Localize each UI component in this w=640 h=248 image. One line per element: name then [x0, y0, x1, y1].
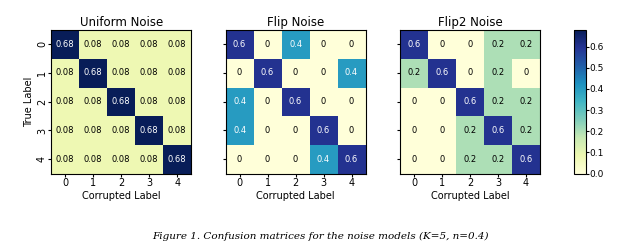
Text: 0.2: 0.2: [463, 155, 477, 164]
Text: 0.6: 0.6: [435, 68, 449, 77]
Text: 0.68: 0.68: [84, 68, 102, 77]
Text: 0.4: 0.4: [317, 155, 330, 164]
Text: 0: 0: [412, 97, 417, 106]
Text: 0.4: 0.4: [233, 126, 246, 135]
Title: Flip Noise: Flip Noise: [267, 16, 324, 29]
Text: 0.6: 0.6: [492, 126, 504, 135]
Text: Figure 1. Confusion matrices for the noise models (K=5, n=0.4): Figure 1. Confusion matrices for the noi…: [152, 231, 488, 241]
Text: 0.08: 0.08: [140, 68, 158, 77]
Text: 0: 0: [439, 155, 445, 164]
Text: 0: 0: [524, 68, 529, 77]
Text: 0: 0: [439, 40, 445, 49]
Text: 0.08: 0.08: [140, 97, 158, 106]
Text: 0: 0: [293, 155, 298, 164]
Text: 0.08: 0.08: [56, 155, 74, 164]
Text: 0.08: 0.08: [112, 155, 131, 164]
X-axis label: Corrupted Label: Corrupted Label: [431, 190, 509, 201]
Text: 0.6: 0.6: [345, 155, 358, 164]
Text: 0: 0: [237, 68, 242, 77]
Text: 0.6: 0.6: [233, 40, 246, 49]
Text: 0.4: 0.4: [289, 40, 302, 49]
Text: 0: 0: [412, 126, 417, 135]
Text: 0.6: 0.6: [289, 97, 302, 106]
Text: 0: 0: [349, 40, 354, 49]
Text: 0.6: 0.6: [261, 68, 274, 77]
Text: 0: 0: [265, 155, 270, 164]
Text: 0.08: 0.08: [84, 126, 102, 135]
Text: 0.2: 0.2: [492, 97, 504, 106]
X-axis label: Corrupted Label: Corrupted Label: [82, 190, 161, 201]
Text: 0.08: 0.08: [84, 40, 102, 49]
Text: 0: 0: [293, 68, 298, 77]
Text: 0.08: 0.08: [140, 40, 158, 49]
Text: 0.08: 0.08: [112, 68, 131, 77]
X-axis label: Corrupted Label: Corrupted Label: [256, 190, 335, 201]
Text: 0: 0: [439, 97, 445, 106]
Text: 0.2: 0.2: [408, 68, 420, 77]
Text: 0: 0: [237, 155, 242, 164]
Title: Flip2 Noise: Flip2 Noise: [438, 16, 502, 29]
Text: 0.2: 0.2: [520, 126, 532, 135]
Text: 0.08: 0.08: [84, 155, 102, 164]
Text: 0: 0: [467, 68, 472, 77]
Text: 0.08: 0.08: [168, 40, 186, 49]
Text: 0.08: 0.08: [56, 97, 74, 106]
Text: 0: 0: [467, 40, 472, 49]
Text: 0.2: 0.2: [463, 126, 477, 135]
Text: 0.08: 0.08: [168, 97, 186, 106]
Text: 0.08: 0.08: [168, 68, 186, 77]
Text: 0.08: 0.08: [112, 40, 131, 49]
Text: 0: 0: [265, 126, 270, 135]
Text: 0.68: 0.68: [140, 126, 159, 135]
Text: 0.68: 0.68: [168, 155, 186, 164]
Text: 0.2: 0.2: [520, 40, 532, 49]
Text: 0.6: 0.6: [408, 40, 420, 49]
Y-axis label: True Label: True Label: [24, 76, 35, 127]
Text: 0.68: 0.68: [112, 97, 131, 106]
Text: 0.4: 0.4: [345, 68, 358, 77]
Text: 0: 0: [293, 126, 298, 135]
Text: 0: 0: [265, 40, 270, 49]
Text: 0: 0: [349, 126, 354, 135]
Text: 0.08: 0.08: [56, 68, 74, 77]
Text: 0: 0: [321, 68, 326, 77]
Text: 0: 0: [321, 97, 326, 106]
Text: 0.08: 0.08: [140, 155, 158, 164]
Text: 0.6: 0.6: [463, 97, 477, 106]
Text: 0: 0: [321, 40, 326, 49]
Text: 0: 0: [412, 155, 417, 164]
Text: 0.68: 0.68: [56, 40, 74, 49]
Text: 0.6: 0.6: [317, 126, 330, 135]
Text: 0.2: 0.2: [492, 40, 504, 49]
Title: Uniform Noise: Uniform Noise: [79, 16, 163, 29]
Text: 0.4: 0.4: [233, 97, 246, 106]
Text: 0: 0: [265, 97, 270, 106]
Text: 0.08: 0.08: [168, 126, 186, 135]
Text: 0.08: 0.08: [84, 97, 102, 106]
Text: 0.08: 0.08: [56, 126, 74, 135]
Text: 0.6: 0.6: [519, 155, 532, 164]
Text: 0.08: 0.08: [112, 126, 131, 135]
Text: 0: 0: [349, 97, 354, 106]
Text: 0: 0: [439, 126, 445, 135]
Text: 0.2: 0.2: [520, 97, 532, 106]
Text: 0.2: 0.2: [492, 155, 504, 164]
Text: 0.2: 0.2: [492, 68, 504, 77]
